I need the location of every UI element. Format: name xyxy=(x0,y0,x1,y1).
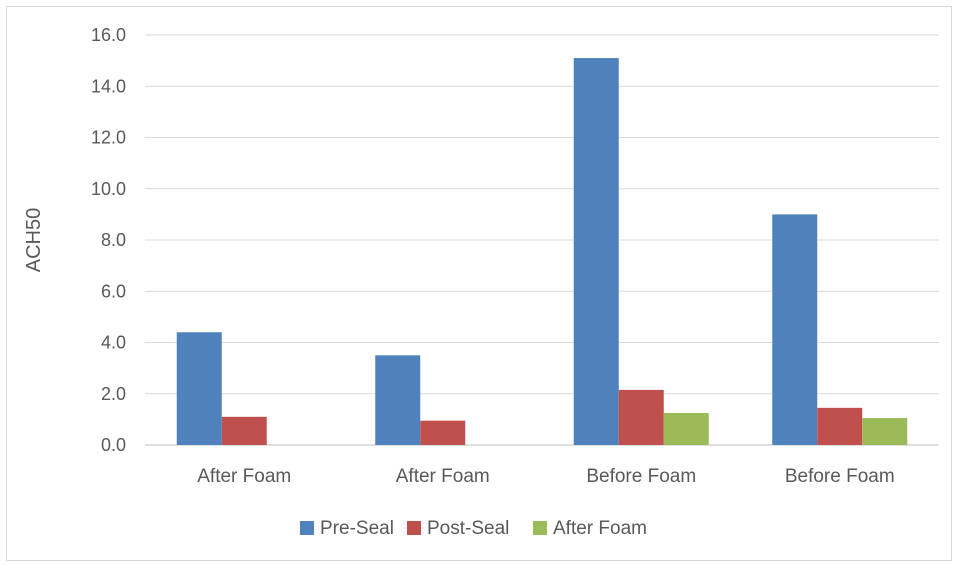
bar-pre-seal xyxy=(573,58,619,445)
legend-swatch xyxy=(533,521,547,535)
bar-post-seal xyxy=(420,420,466,445)
y-tick-label: 14.0 xyxy=(91,76,126,96)
bar-post-seal xyxy=(817,407,863,445)
legend-swatch xyxy=(407,521,421,535)
x-category-label: Before Foam xyxy=(586,466,696,487)
bar-post-seal xyxy=(221,416,267,445)
y-tick-label: 8.0 xyxy=(101,230,126,250)
x-category-label: Before Foam xyxy=(785,466,895,487)
legend-label: Pre-Seal xyxy=(320,518,394,539)
bars xyxy=(176,58,908,445)
bar-pre-seal xyxy=(772,214,818,445)
legend-label: Post-Seal xyxy=(427,518,509,539)
y-tick-label: 6.0 xyxy=(101,281,126,301)
bar-pre-seal xyxy=(375,355,421,445)
y-tick-label: 16.0 xyxy=(91,25,126,45)
x-category-label: After Foam xyxy=(396,466,490,487)
y-axis-title: ACH50 xyxy=(23,208,45,272)
bar-after-foam xyxy=(663,412,709,445)
bar-pre-seal xyxy=(176,332,222,445)
legend-label: After Foam xyxy=(553,518,647,539)
y-axis-ticks: 0.0 2.0 4.0 6.0 8.0 10.0 12.0 14.0 16.0 xyxy=(91,25,126,455)
gridlines xyxy=(145,34,939,446)
bar-after-foam xyxy=(862,418,908,445)
x-category-label: After Foam xyxy=(197,466,291,487)
bar-post-seal xyxy=(618,389,664,445)
legend: Pre-Seal Post-Seal After Foam xyxy=(300,518,647,539)
y-tick-label: 0.0 xyxy=(101,435,126,455)
y-tick-label: 4.0 xyxy=(101,333,126,353)
y-tick-label: 2.0 xyxy=(101,384,126,404)
y-tick-label: 12.0 xyxy=(91,128,126,148)
y-tick-label: 10.0 xyxy=(91,179,126,199)
legend-swatch xyxy=(300,521,314,535)
x-axis-categories: After Foam After Foam Before Foam Before Fo… xyxy=(197,466,894,487)
